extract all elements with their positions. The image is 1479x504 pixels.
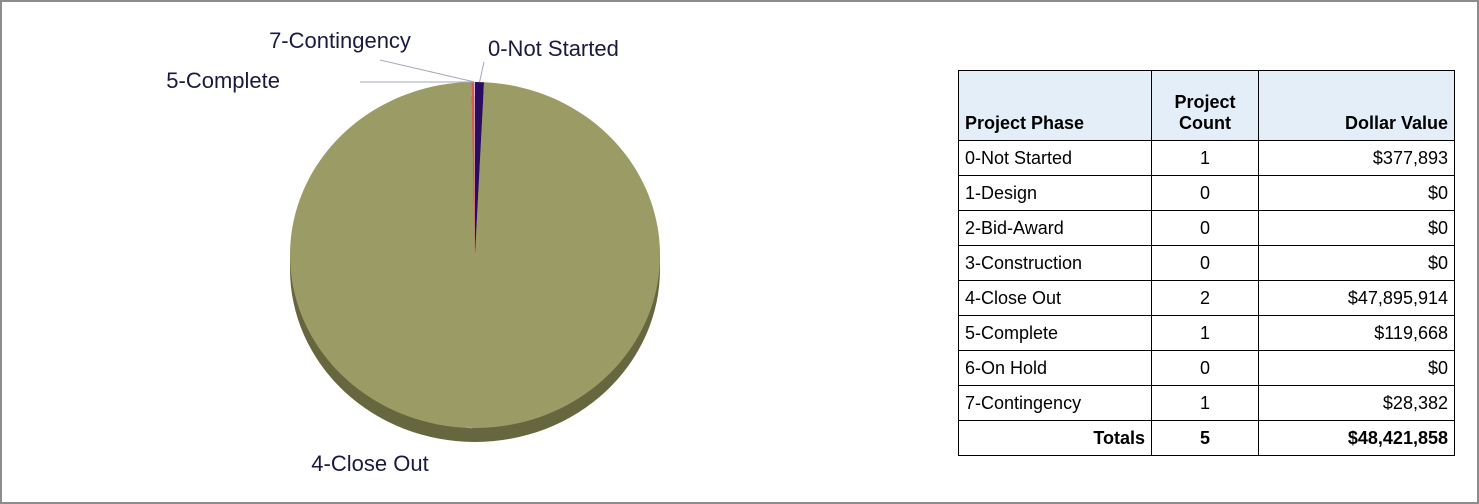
table-cell: $28,382 (1258, 385, 1455, 421)
table-row: 2-Bid-Award 0 $0 (958, 210, 1455, 246)
leader-line (379, 59, 475, 83)
leader-line (479, 61, 485, 83)
table-row: 5-Complete 1 $119,668 (958, 315, 1455, 351)
table-row: 3-Construction 0 $0 (958, 245, 1455, 281)
table-cell: $47,895,914 (1258, 280, 1455, 316)
table-cell: 4-Close Out (958, 280, 1152, 316)
table-cell: 0 (1151, 175, 1259, 211)
totals-cell: $48,421,858 (1258, 420, 1455, 456)
table-row: 6-On Hold 0 $0 (958, 350, 1455, 386)
slice-label: 4-Close Out (311, 451, 428, 476)
table-cell: 5-Complete (958, 315, 1152, 351)
table-row: 7-Contingency 1 $28,382 (958, 385, 1455, 421)
totals-cell: Totals (958, 420, 1152, 456)
header-cell: Project Count (1151, 70, 1259, 141)
table-cell: $119,668 (1258, 315, 1455, 351)
table-cell: 0 (1151, 245, 1259, 281)
table-cell: $0 (1258, 350, 1455, 386)
table-cell: $377,893 (1258, 140, 1455, 176)
table-cell: 1-Design (958, 175, 1152, 211)
pie-slice (471, 82, 475, 255)
pie-chart: 0-Not Started 4-Close Out 5-Complete 7-Cont… (166, 28, 661, 476)
table-cell: 3-Construction (958, 245, 1152, 281)
table-cell: 0-Not Started (958, 140, 1152, 176)
table-cell: $0 (1258, 210, 1455, 246)
pie-slice (475, 82, 485, 255)
table-cell: 7-Contingency (958, 385, 1152, 421)
table-cell: $0 (1258, 175, 1455, 211)
slice-label: 5-Complete (166, 68, 280, 93)
table-cell: 1 (1151, 385, 1259, 421)
table-row: 0-Not Started 1 $377,893 (958, 140, 1455, 176)
summary-table: Project Phase Project Count Dollar Value 0… (958, 70, 1455, 456)
table-cell: 0 (1151, 210, 1259, 246)
table-cell: 1 (1151, 315, 1259, 351)
slice-label: 7-Contingency (269, 28, 411, 53)
pie-slice (289, 82, 661, 428)
table-cell: 2-Bid-Award (958, 210, 1152, 246)
table-body: 0-Not Started 1 $377,893 1-Design 0 $0 2-Bid-A… (958, 140, 1455, 456)
totals-cell: 5 (1151, 420, 1259, 456)
header-row: Project Phase Project Count Dollar Value (958, 70, 1455, 141)
leader-line (465, 426, 473, 429)
header-cell: Dollar Value (1258, 70, 1455, 141)
table-row: 4-Close Out 2 $47,895,914 (958, 280, 1455, 316)
totals-row: Totals 5 $48,421,858 (958, 420, 1455, 456)
table-cell: 0 (1151, 350, 1259, 386)
table-cell: 1 (1151, 140, 1259, 176)
table-cell: $0 (1258, 245, 1455, 281)
table-cell: 6-On Hold (958, 350, 1152, 386)
header-cell: Project Phase (958, 70, 1152, 141)
table-row: 1-Design 0 $0 (958, 175, 1455, 211)
pie-slice (474, 82, 475, 255)
table-cell: 2 (1151, 280, 1259, 316)
slice-label: 0-Not Started (488, 36, 619, 61)
